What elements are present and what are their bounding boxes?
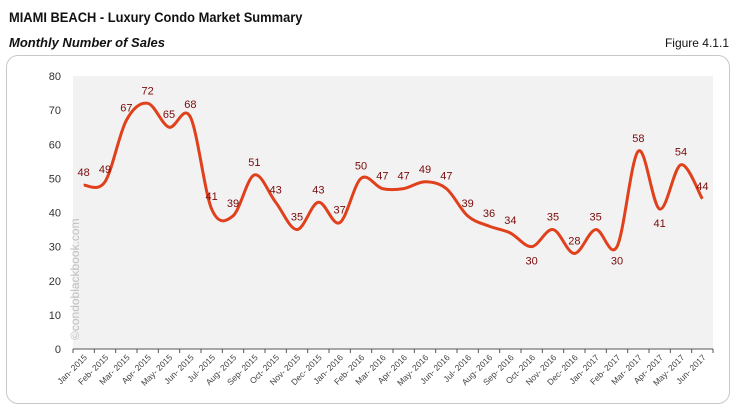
data-label: 68 bbox=[184, 99, 196, 111]
data-label: 67 bbox=[120, 102, 132, 114]
data-label: 58 bbox=[632, 133, 644, 145]
y-tick-label: 20 bbox=[49, 276, 61, 288]
data-label: 36 bbox=[483, 208, 495, 220]
plot-area bbox=[73, 76, 713, 349]
chart-frame bbox=[6, 55, 730, 404]
data-label: 44 bbox=[696, 181, 708, 193]
series-line bbox=[83, 101, 704, 255]
data-label: 43 bbox=[270, 184, 282, 196]
data-label: 41 bbox=[206, 191, 218, 203]
data-label: 47 bbox=[440, 171, 452, 183]
data-label: 30 bbox=[611, 256, 623, 268]
data-label: 48 bbox=[78, 167, 90, 179]
data-label: 72 bbox=[142, 85, 154, 97]
y-tick-label: 30 bbox=[49, 242, 61, 254]
y-tick-label: 60 bbox=[49, 139, 61, 151]
data-label: 54 bbox=[675, 147, 687, 159]
data-label: 37 bbox=[334, 205, 346, 217]
y-tick-label: 50 bbox=[49, 173, 61, 185]
data-label: 28 bbox=[568, 235, 580, 247]
chart-subtitle: Monthly Number of Sales bbox=[9, 35, 166, 50]
data-label: 39 bbox=[227, 198, 239, 210]
data-label: 35 bbox=[590, 212, 602, 224]
watermark: ©condoblackbook.com bbox=[68, 218, 82, 340]
y-tick-label: 0 bbox=[55, 344, 61, 356]
data-label: 47 bbox=[376, 171, 388, 183]
y-tick-label: 70 bbox=[49, 105, 61, 117]
data-label: 51 bbox=[248, 157, 260, 169]
data-label: 43 bbox=[312, 184, 324, 196]
data-label: 65 bbox=[163, 109, 175, 121]
y-tick-label: 40 bbox=[49, 208, 61, 220]
data-label: 50 bbox=[355, 160, 367, 172]
y-tick-label: 80 bbox=[49, 71, 61, 83]
y-tick-label: 10 bbox=[49, 310, 61, 322]
figure-number: Figure 4.1.1 bbox=[664, 36, 729, 50]
data-label: 30 bbox=[526, 256, 538, 268]
data-label: 39 bbox=[462, 198, 474, 210]
data-label: 35 bbox=[291, 212, 303, 224]
data-label: 41 bbox=[654, 218, 666, 230]
data-label: 35 bbox=[547, 212, 559, 224]
data-label: 49 bbox=[419, 164, 431, 176]
data-label: 49 bbox=[99, 164, 111, 176]
page-title: MIAMI BEACH - Luxury Condo Market Summar… bbox=[9, 9, 303, 25]
data-label: 47 bbox=[398, 171, 410, 183]
data-label: 34 bbox=[504, 215, 516, 227]
